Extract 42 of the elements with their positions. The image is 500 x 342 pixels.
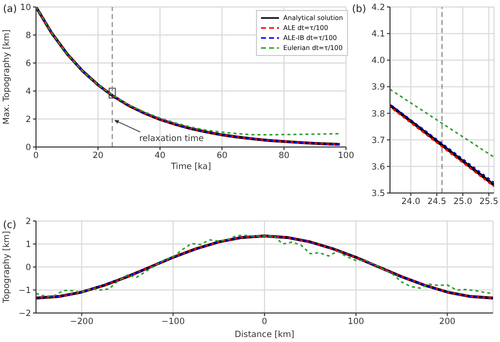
y-tick-label: 2 [26, 217, 31, 228]
y-tick-label: 4 [26, 87, 31, 98]
y-tick-label: 4.1 [371, 30, 385, 40]
x-axis-title: Distance [km] [234, 330, 294, 340]
y-tick-label: −1 [18, 286, 31, 296]
y-tick-label: 10 [20, 3, 31, 14]
x-tick-label: 25.5 [479, 197, 498, 208]
y-tick-label: 4.2 [371, 3, 385, 14]
x-tick-label: 25.0 [453, 197, 472, 208]
y-tick-label: 2 [26, 115, 31, 126]
x-tick-label: 100 [338, 151, 354, 162]
text: (a) [3, 4, 17, 15]
y-tick-label: 1 [26, 240, 31, 250]
y-tick-label: 3.6 [371, 162, 385, 172]
annotation: relaxation time [139, 134, 204, 144]
y-tick-label: 8 [26, 31, 31, 42]
y-tick-label: 6 [26, 59, 31, 70]
x-axis-title: Time [ka] [170, 162, 212, 172]
x-tick-label: 24.5 [427, 197, 446, 208]
text: (b) [352, 4, 366, 15]
x-tick-label: −200 [70, 317, 94, 328]
y-axis-title: Max. Topography [km] [2, 30, 12, 124]
y-tick-label: −2 [18, 309, 31, 320]
y-tick-label: 3.8 [371, 109, 385, 120]
x-tick-label: 24.0 [401, 197, 420, 208]
x-tick-label: 40 [154, 151, 166, 162]
text: (c) [3, 220, 16, 231]
y-tick-label: 4.0 [371, 56, 385, 66]
x-tick-label: 60 [216, 151, 228, 162]
y-tick-label: 0 [26, 143, 31, 154]
x-tick-label: 100 [348, 317, 364, 328]
x-tick-label: 20 [92, 151, 104, 162]
y-tick-label: 3.9 [371, 82, 385, 93]
x-tick-label: −100 [161, 317, 185, 328]
y-tick-label: 3.5 [371, 189, 385, 200]
x-tick-label: 200 [439, 317, 456, 328]
x-tick-label: 0 [33, 151, 39, 162]
y-axis-title: Topography [km] [2, 231, 12, 304]
y-tick-label: 3.7 [371, 136, 385, 146]
y-tick-label: 0 [26, 263, 31, 274]
x-tick-label: 80 [278, 151, 290, 162]
x-tick-label: 0 [262, 317, 268, 328]
